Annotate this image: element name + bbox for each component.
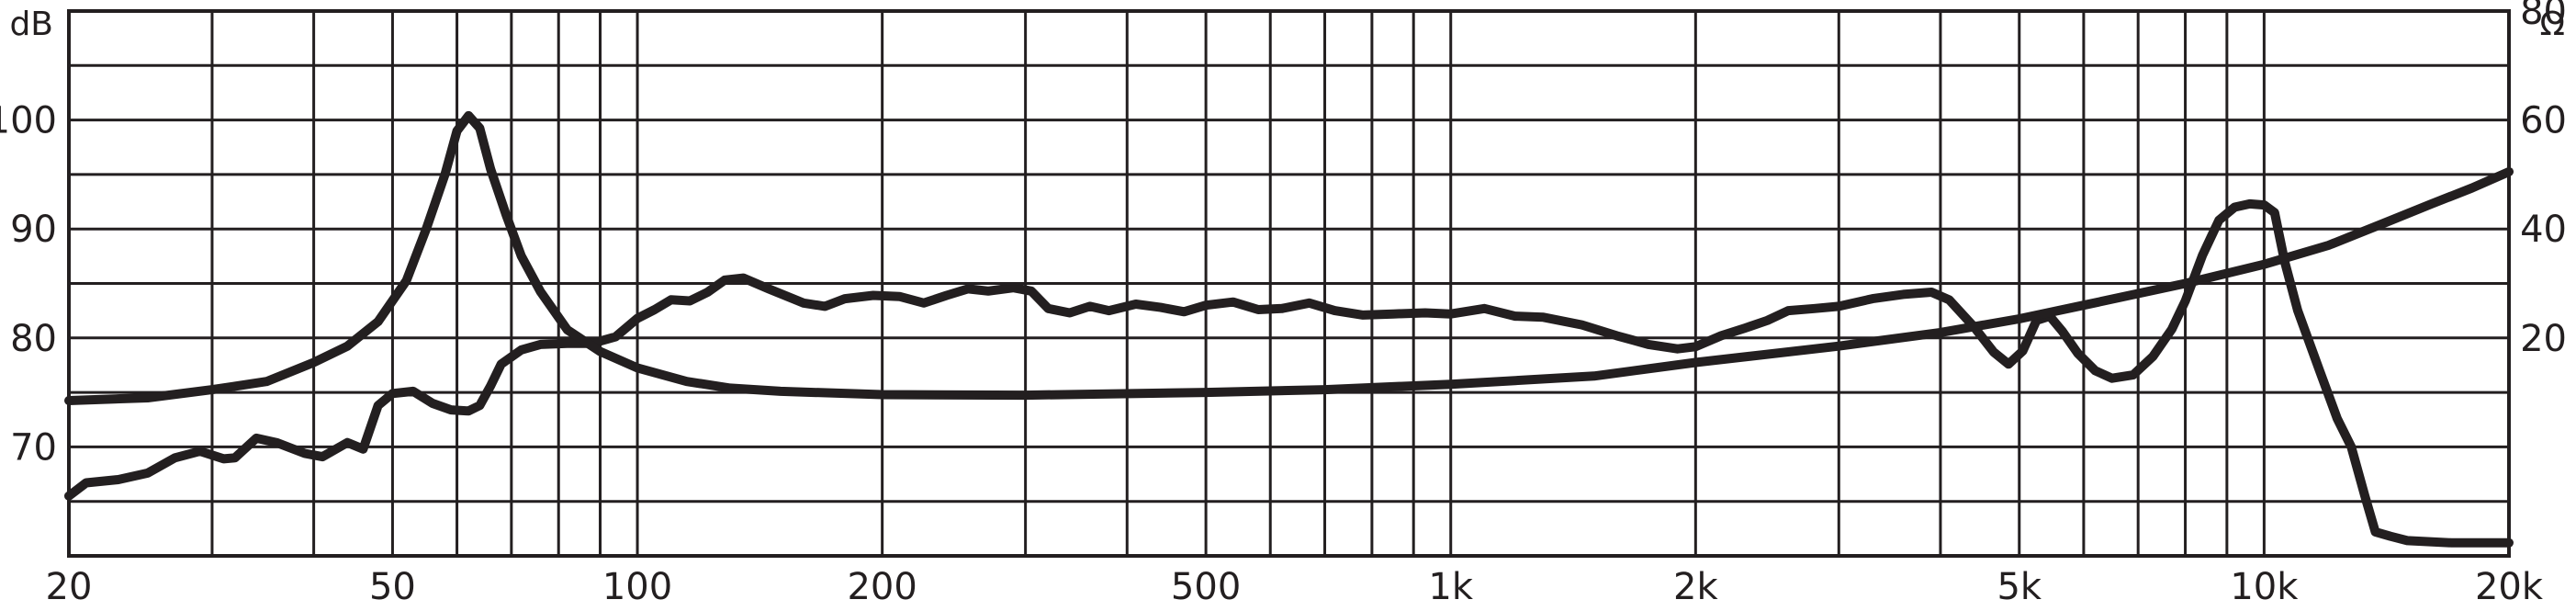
x-tick-label: 500 — [1171, 566, 1241, 608]
x-tick-label: 50 — [369, 566, 416, 608]
x-tick-label: 20 — [46, 566, 93, 608]
y-left-axis-label: dB — [9, 6, 53, 43]
x-tick-label: 100 — [602, 566, 672, 608]
grid — [69, 11, 2509, 556]
y-right-tick-label: 40 — [2520, 209, 2567, 251]
x-tick-label: 1k — [1428, 566, 1473, 608]
plot-frame — [67, 9, 2511, 558]
y-left-tick-label: 100 — [0, 100, 57, 142]
y-left-tick-label: 90 — [10, 209, 57, 251]
y-left-tick-label: 70 — [10, 426, 57, 469]
y-right-tick-label: 80 — [2520, 0, 2567, 33]
spl-curve-line — [64, 198, 2514, 548]
impedance-curve-line — [64, 110, 2514, 405]
y-right-tick-label: 60 — [2520, 100, 2567, 142]
x-tick-label: 10k — [2230, 566, 2299, 608]
y-right-tick-label: 20 — [2520, 318, 2567, 360]
series-group — [64, 110, 2514, 548]
x-tick-label: 5k — [1997, 566, 2042, 608]
y-right-axis-label: Ω — [2539, 6, 2565, 43]
x-tick-label: 20k — [2475, 566, 2544, 608]
y-left-tick-label: 80 — [10, 318, 57, 360]
x-tick-label: 200 — [847, 566, 917, 608]
x-tick-label: 2k — [1673, 566, 1718, 608]
